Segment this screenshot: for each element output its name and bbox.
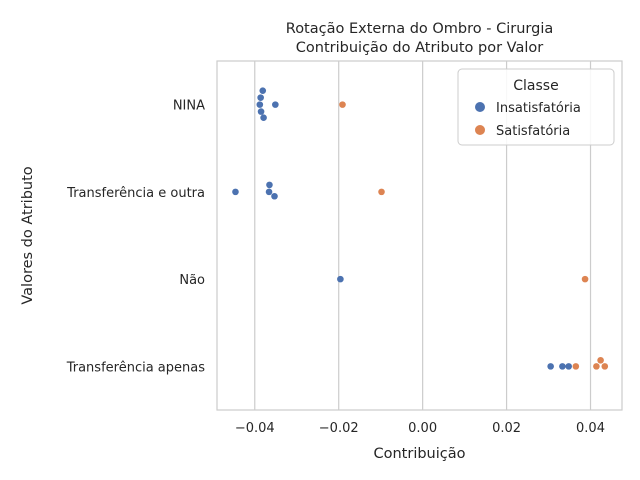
data-point-insatisfatoria xyxy=(565,363,572,370)
x-tick-label: −0.04 xyxy=(235,421,275,436)
data-point-insatisfatoria xyxy=(559,363,566,370)
y-tick-label-transferencia-apenas: Transferência apenas xyxy=(66,360,206,375)
data-points xyxy=(232,87,609,370)
data-point-insatisfatoria xyxy=(265,188,273,196)
data-point-satisfatoria xyxy=(601,363,609,370)
y-axis-label: Valores do Atributo xyxy=(20,166,36,304)
x-tick-label: 0.02 xyxy=(492,421,521,436)
data-point-insatisfatoria xyxy=(259,87,267,94)
legend-label-satisfatoria: Satisfatória xyxy=(496,124,570,139)
legend: Classe Insatisfatória Satisfatória xyxy=(457,68,615,146)
data-point-insatisfatoria xyxy=(232,188,239,196)
legend-marker-insatisfatoria xyxy=(475,102,485,112)
y-tick-labels: NINA Transferência e outra Não Transferênci… xyxy=(66,99,206,376)
data-point-insatisfatoria xyxy=(256,101,264,108)
x-tick-labels: −0.04 −0.02 0.00 0.02 0.04 xyxy=(235,421,605,436)
x-tick-label: 0.04 xyxy=(576,421,605,436)
data-point-insatisfatoria xyxy=(260,114,267,122)
data-point-insatisfatoria xyxy=(271,192,278,200)
x-tick-label: 0.00 xyxy=(408,421,437,436)
data-point-insatisfatoria xyxy=(337,275,344,283)
legend-box xyxy=(457,68,615,146)
y-tick-label-nao: Não xyxy=(179,273,205,288)
data-point-insatisfatoria xyxy=(547,363,554,370)
data-point-satisfatoria xyxy=(378,188,385,196)
data-point-satisfatoria xyxy=(593,363,600,370)
legend-label-insatisfatoria: Insatisfatória xyxy=(496,101,581,116)
data-point-insatisfatoria xyxy=(257,94,264,101)
data-point-satisfatoria xyxy=(339,101,346,108)
plot-frame xyxy=(216,60,623,411)
legend-title: Classe xyxy=(513,78,558,94)
data-point-insatisfatoria xyxy=(266,181,273,189)
data-point-insatisfatoria xyxy=(272,101,279,108)
y-tick-label-nina: NINA xyxy=(173,99,205,114)
x-tick-label: −0.02 xyxy=(319,421,359,436)
data-point-insatisfatoria xyxy=(257,108,265,115)
data-point-satisfatoria xyxy=(572,363,580,370)
x-axis-label: Contribuição xyxy=(373,446,465,462)
legend-marker-satisfatoria xyxy=(475,125,485,135)
chart-subtitle: Contribuição do Atributo por Valor xyxy=(296,40,543,56)
chart-title: Rotação Externa do Ombro - Cirurgia xyxy=(286,21,553,37)
y-tick-label-transferencia-e-outra: Transferência e outra xyxy=(66,186,205,201)
data-point-satisfatoria xyxy=(597,356,604,364)
data-point-satisfatoria xyxy=(581,275,589,283)
